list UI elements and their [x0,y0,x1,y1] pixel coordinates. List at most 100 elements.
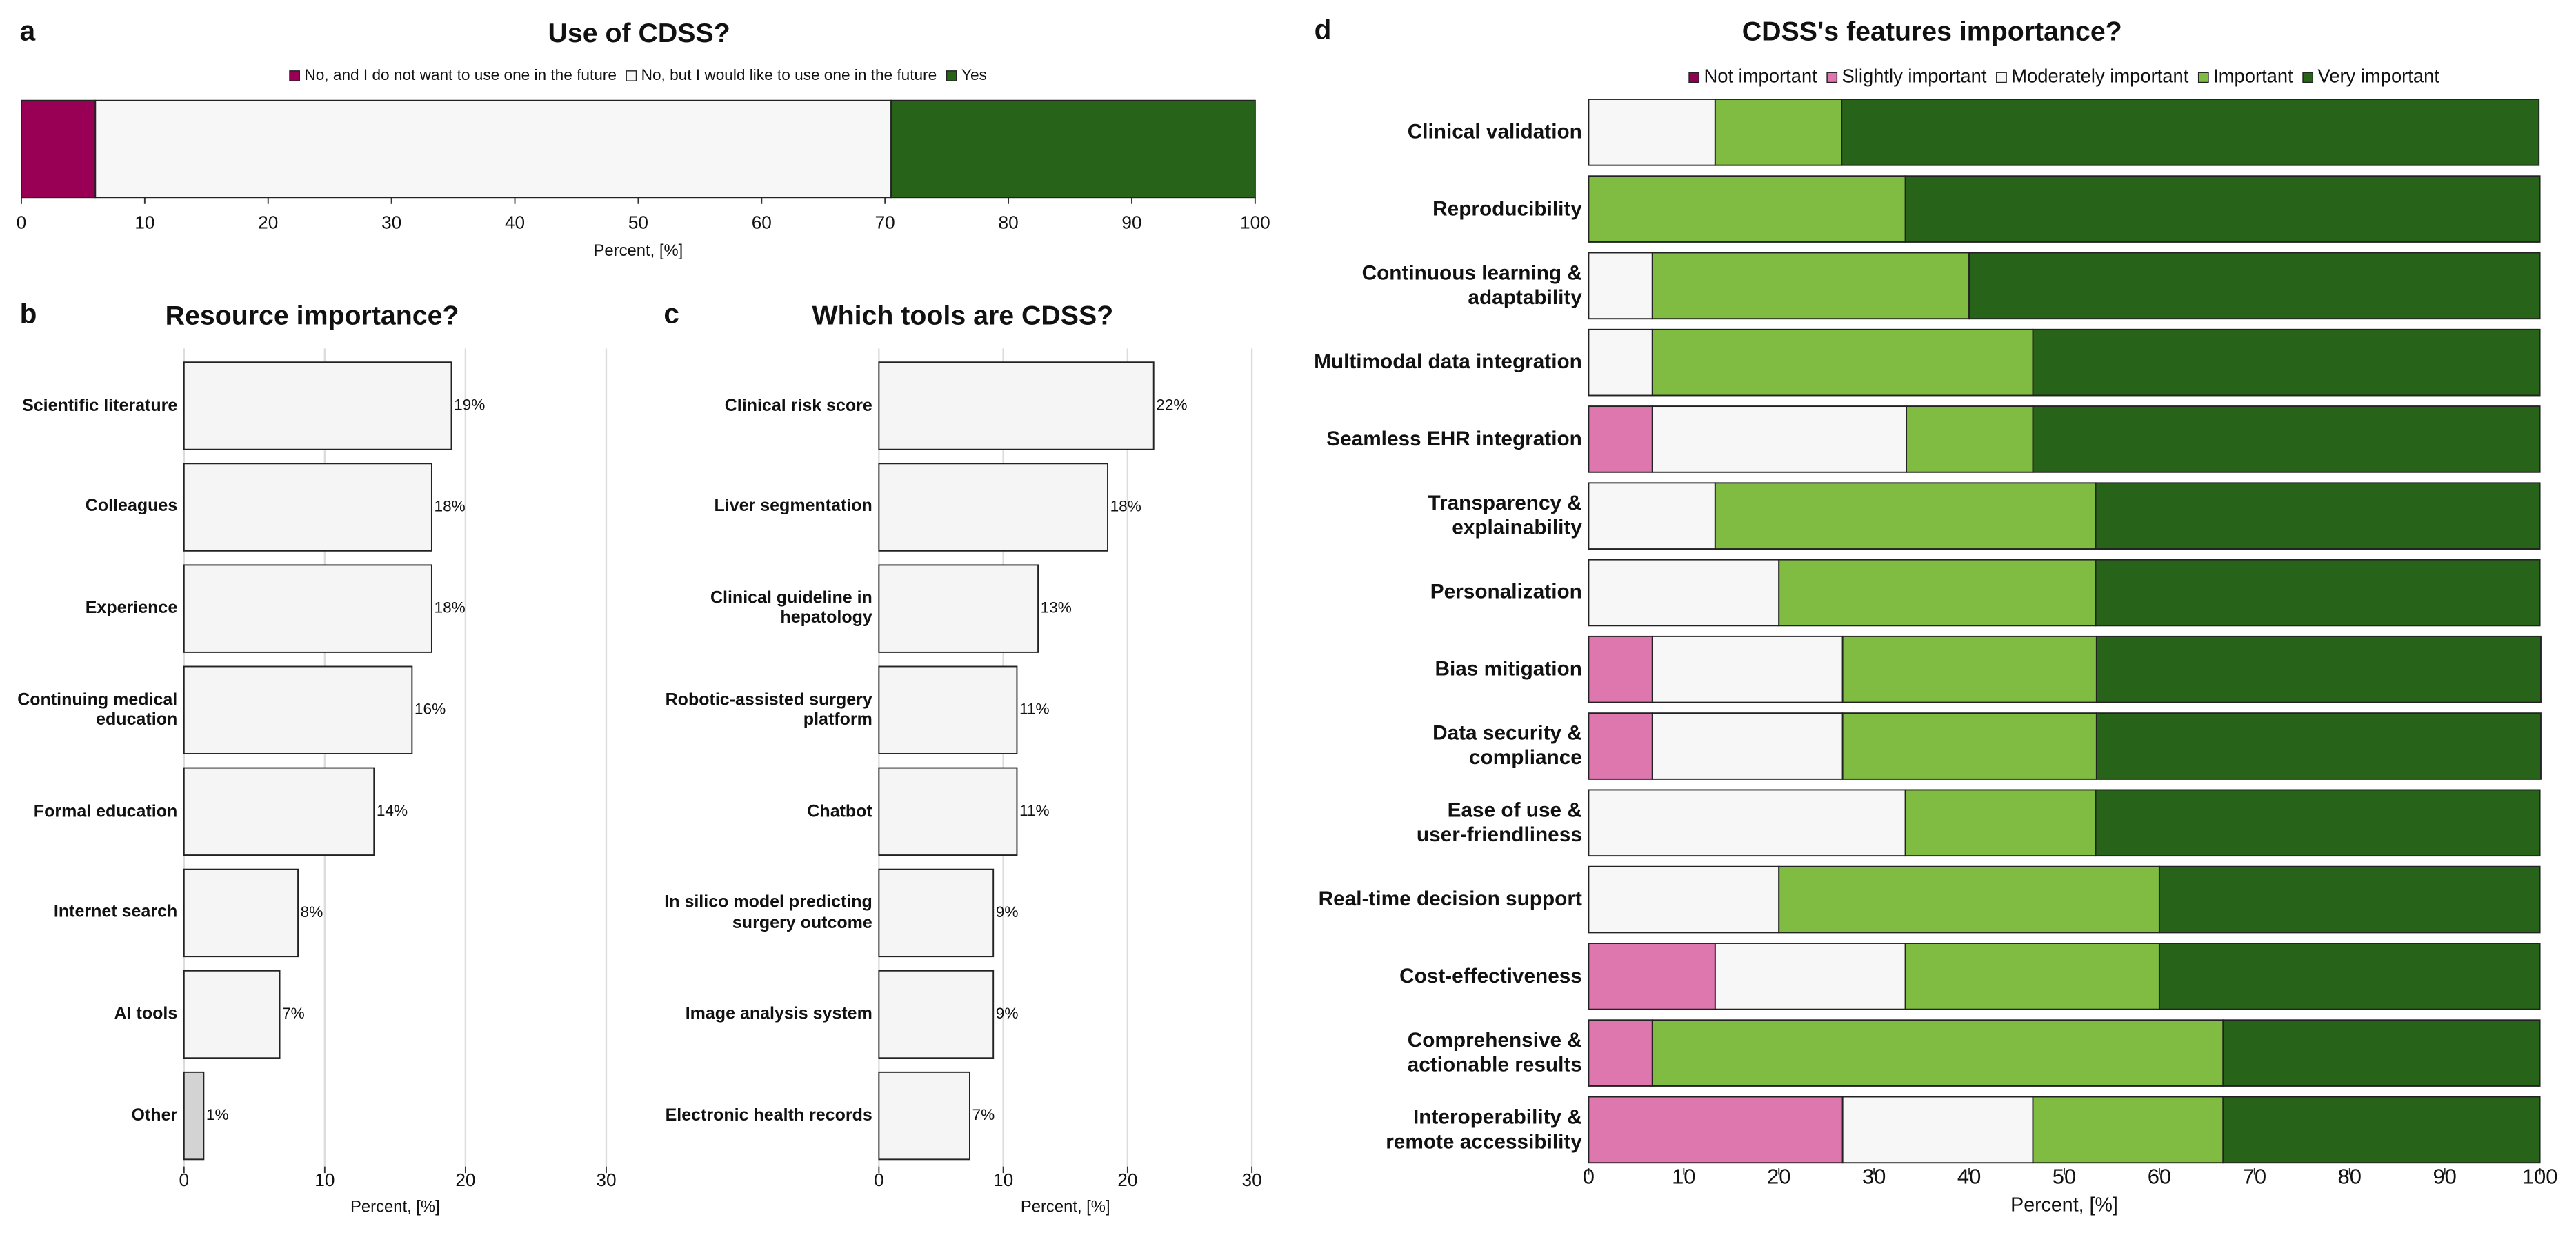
x-tick-label: 80 [999,212,1019,232]
bar-segment [1651,405,1908,473]
chart-title: Use of CDSS? [548,18,730,48]
legend: Not important Slightly important Moderatel… [1688,66,2439,87]
bar [878,665,1018,754]
category-label-box: Seamless EHR integration [1326,426,1582,450]
category-label-box: Liver segmentation [714,496,872,517]
bar-segment [1778,559,2097,627]
bar-segment [1588,1019,1653,1087]
y-tick-label: Personalization [1430,580,1582,603]
x-tick-label: 0 [1583,1164,1595,1188]
bar-segment [94,99,892,199]
value-label: 1% [206,1106,229,1123]
legend-swatch [289,70,300,81]
y-tick-label: Liver segmentation [714,496,872,517]
bar-segment [2222,1019,2541,1087]
y-tick-label: Image analysis system [685,1004,872,1024]
bar-segment [1841,1096,2034,1164]
x-tick-label: 100 [1240,212,1270,232]
x-axis-label: Percent, [%] [1021,1197,1110,1216]
chart-title: Which tools are CDSS? [812,301,1114,331]
y-tick-label: Chatbot [807,801,872,821]
y-tick-label: Reproducibility [1432,197,1582,220]
x-tick-label: 20 [455,1170,475,1190]
x-tick-label: 50 [2053,1164,2076,1188]
value-label: 22% [1156,396,1187,413]
y-tick-label: Clinical risk score [724,395,872,416]
x-tick-label: 0 [179,1170,189,1190]
category-label-box: Continuous learning & adaptability [1362,261,1582,309]
x-tick-label: 70 [2243,1164,2266,1188]
y-tick-label: Data security & compliance [1432,721,1582,770]
legend-label: Important [2213,66,2293,87]
y-tick-label: Cost-effectiveness [1399,963,1582,987]
bar-segment [2032,1096,2224,1164]
bar [183,665,413,754]
y-tick-label: Interoperability & remote accessibility [1386,1105,1582,1153]
x-tick-label: 30 [1242,1170,1262,1190]
x-tick-label: 70 [875,212,895,232]
bar-segment [1714,943,1906,1010]
y-tick-label: Scientific literature [22,395,178,416]
bar-segment [1588,943,1716,1010]
legend-label: No, but I would like to use one in the f… [641,66,937,83]
legend-swatch [626,70,637,81]
legend-swatch [2197,72,2209,83]
category-label-box: Formal education [34,801,177,821]
y-tick-label: Clinical validation [1407,119,1582,143]
bar-segment [1904,943,2160,1010]
x-tick-label: 40 [505,212,525,232]
value-label: 16% [415,701,446,718]
bar-segment [1651,712,1844,780]
x-tick-label: 0 [874,1170,884,1190]
y-tick-label: Ease of use & user-friendliness [1416,798,1582,846]
bar-segment [1588,1096,1844,1164]
bar-segment [2158,865,2541,934]
value-label: 11% [1019,701,1050,718]
bar [183,361,452,450]
bar-segment [1841,712,2097,780]
bar-segment [1651,1019,2224,1087]
bar [878,361,1155,450]
bar-segment [1588,252,1653,320]
value-label: 7% [282,1005,305,1022]
bar-segment [2095,789,2541,857]
bar [183,767,375,856]
x-axis-label: Percent, [%] [2010,1194,2118,1216]
x-tick-label: 100 [2522,1164,2558,1188]
y-tick-label: Electronic health records [665,1105,872,1125]
y-tick-label: Real-time decision support [1318,887,1582,911]
chart-title: CDSS's features importance? [1742,16,2122,46]
y-tick-label: Colleagues [85,496,178,517]
bar [878,564,1039,653]
bar-segment [1904,789,2097,857]
panel-label: b [20,297,37,329]
y-tick-label: Seamless EHR integration [1326,426,1582,450]
bar-segment [1651,635,1844,703]
x-tick-label: 80 [2338,1164,2362,1188]
category-label-box: Clinical risk score [724,395,872,416]
bar [183,970,281,1059]
legend: No, and I do not want to use one in the … [289,66,987,83]
bar [183,564,432,653]
value-label: 9% [996,903,1019,921]
bar-segment [1588,712,1653,780]
bar-segment [1714,482,2097,550]
bar [183,868,299,958]
bar-segment [1714,99,1843,166]
x-tick-label: 30 [381,212,401,232]
bar [183,1071,205,1161]
x-tick-label: 10 [993,1170,1013,1190]
bar-segment [1588,405,1653,473]
bar-segment [890,99,1256,199]
bar-segment [1588,175,1906,243]
category-label-box: Bias mitigation [1435,656,1582,681]
x-axis-label: Percent, [%] [594,241,683,260]
x-tick-label: 10 [1672,1164,1695,1188]
bar-segment [2032,405,2541,473]
bar-segment [1588,865,1780,934]
y-tick-label: Bias mitigation [1435,656,1582,681]
legend-label: Not important [1704,66,1817,87]
x-tick-label: 60 [752,212,772,232]
category-label-box: Clinical guideline in hepatology [710,588,872,629]
